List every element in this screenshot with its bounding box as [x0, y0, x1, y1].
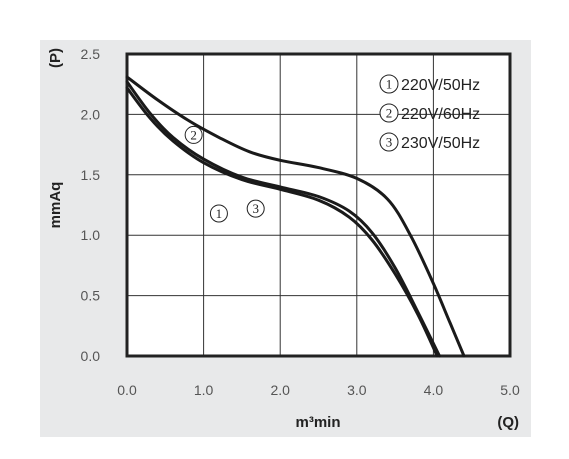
curve-2	[125, 75, 466, 358]
curve-markers: 1 2 3	[184, 125, 265, 223]
y-tick-label: 0.0	[81, 348, 101, 364]
curve-marker-2: 2	[190, 127, 197, 142]
curve-marker-1: 1	[216, 206, 223, 221]
legend-marker-1-circle	[379, 74, 399, 94]
y-tick-label: 0.5	[81, 288, 101, 304]
y-tick-label: 1.5	[81, 167, 101, 183]
curve-marker-1-circle	[209, 204, 228, 223]
grid-lines	[127, 54, 510, 356]
legend-marker-3-circle	[379, 132, 399, 152]
curve-1	[125, 86, 439, 358]
legend-label-3: 230V/50Hz	[401, 135, 480, 152]
y-axis-symbol: (P)	[47, 48, 64, 68]
x-tick-label: 5.0	[500, 382, 520, 398]
legend-marker-1: 1	[386, 77, 393, 92]
x-tick-label: 2.0	[270, 382, 290, 398]
legend-marker-2: 2	[386, 106, 393, 121]
y-tick-label: 2.0	[81, 106, 101, 122]
curve-marker-3: 3	[252, 201, 259, 216]
legend-label-2: 220V/60Hz	[401, 106, 480, 123]
y-tick-label: 2.5	[81, 46, 101, 62]
curve-marker-2-circle	[184, 125, 203, 144]
legend: 1 220V/50Hz 2 220V/60Hz 3 230V/50Hz	[379, 74, 480, 152]
plot-area	[127, 54, 510, 356]
legend-marker-2-circle	[379, 103, 399, 123]
x-tick-label: 3.0	[347, 382, 367, 398]
plot-frame	[125, 52, 512, 358]
x-tick-label: 1.0	[194, 382, 214, 398]
x-axis-label: m³min	[296, 414, 341, 431]
curves	[125, 75, 466, 358]
x-axis-symbol: (Q)	[497, 414, 519, 431]
x-tick-label: 4.0	[424, 382, 444, 398]
x-tick-labels: 0.0 1.0 2.0 3.0 4.0 5.0	[117, 382, 520, 398]
x-tick-label: 0.0	[117, 382, 137, 398]
legend-marker-3: 3	[386, 135, 393, 150]
y-tick-labels: 0.0 0.5 1.0 1.5 2.0 2.5	[81, 46, 101, 364]
y-axis-label: mmAq	[47, 182, 64, 229]
curve-3	[125, 80, 441, 358]
y-tick-label: 1.0	[81, 227, 101, 243]
legend-label-1: 220V/50Hz	[401, 77, 480, 94]
curve-marker-3-circle	[246, 199, 265, 218]
